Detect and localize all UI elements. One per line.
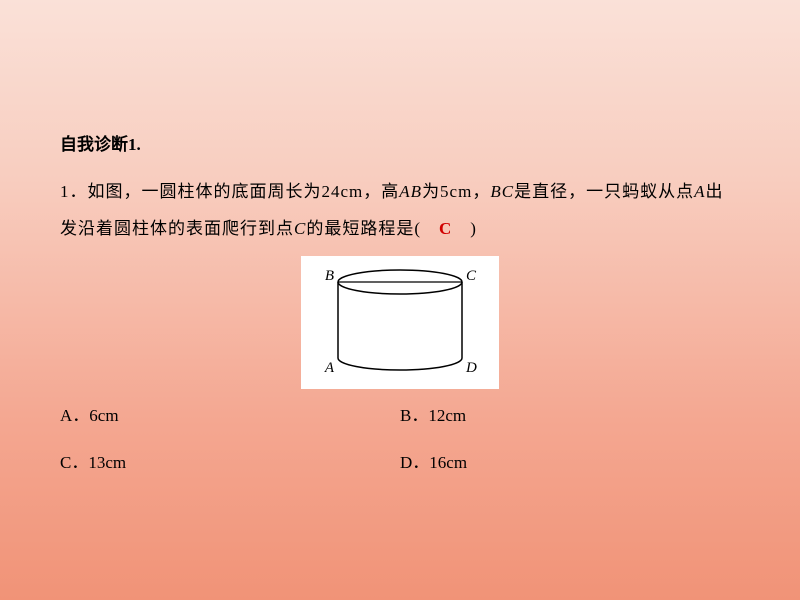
q-ab: AB bbox=[399, 182, 422, 201]
svg-text:D: D bbox=[465, 360, 477, 376]
slide-content: 自我诊断1. 1．如图，一圆柱体的底面周长为24cm，高AB为5cm，BC是直径… bbox=[0, 0, 800, 473]
option-c-label: C． bbox=[60, 453, 88, 472]
svg-text:C: C bbox=[466, 268, 477, 284]
option-d-label: D． bbox=[400, 453, 429, 472]
cylinder-svg: B C A D bbox=[305, 260, 495, 380]
q-prefix: 1．如图，一圆柱体的底面周长为24cm，高 bbox=[60, 182, 399, 201]
q-c: C bbox=[294, 219, 306, 238]
cylinder-diagram: B C A D bbox=[301, 256, 499, 389]
diagram-container: B C A D bbox=[60, 256, 740, 389]
q-bc: BC bbox=[490, 182, 514, 201]
option-b-text: 12cm bbox=[428, 406, 466, 425]
q-mid1: 为5cm， bbox=[422, 182, 490, 201]
section-heading: 自我诊断1. bbox=[60, 130, 740, 155]
q-close: ) bbox=[452, 219, 477, 238]
q-mid2: 是直径，一只蚂蚁从点 bbox=[514, 182, 694, 201]
option-b-label: B． bbox=[400, 406, 428, 425]
option-b: B．12cm bbox=[400, 401, 740, 426]
question-text: 1．如图，一圆柱体的底面周长为24cm，高AB为5cm，BC是直径，一只蚂蚁从点… bbox=[60, 173, 740, 248]
option-d: D．16cm bbox=[400, 448, 740, 473]
q-a: A bbox=[694, 182, 705, 201]
svg-text:A: A bbox=[324, 360, 335, 376]
option-d-text: 16cm bbox=[429, 453, 467, 472]
option-a-label: A． bbox=[60, 406, 89, 425]
answer-mark: C bbox=[439, 219, 452, 238]
option-c: C．13cm bbox=[60, 448, 400, 473]
svg-text:B: B bbox=[325, 268, 334, 284]
option-a: A．6cm bbox=[60, 401, 400, 426]
option-c-text: 13cm bbox=[88, 453, 126, 472]
option-a-text: 6cm bbox=[89, 406, 118, 425]
q-suffix: 的最短路程是( bbox=[306, 219, 439, 238]
options-grid: A．6cm B．12cm C．13cm D．16cm bbox=[60, 401, 740, 473]
